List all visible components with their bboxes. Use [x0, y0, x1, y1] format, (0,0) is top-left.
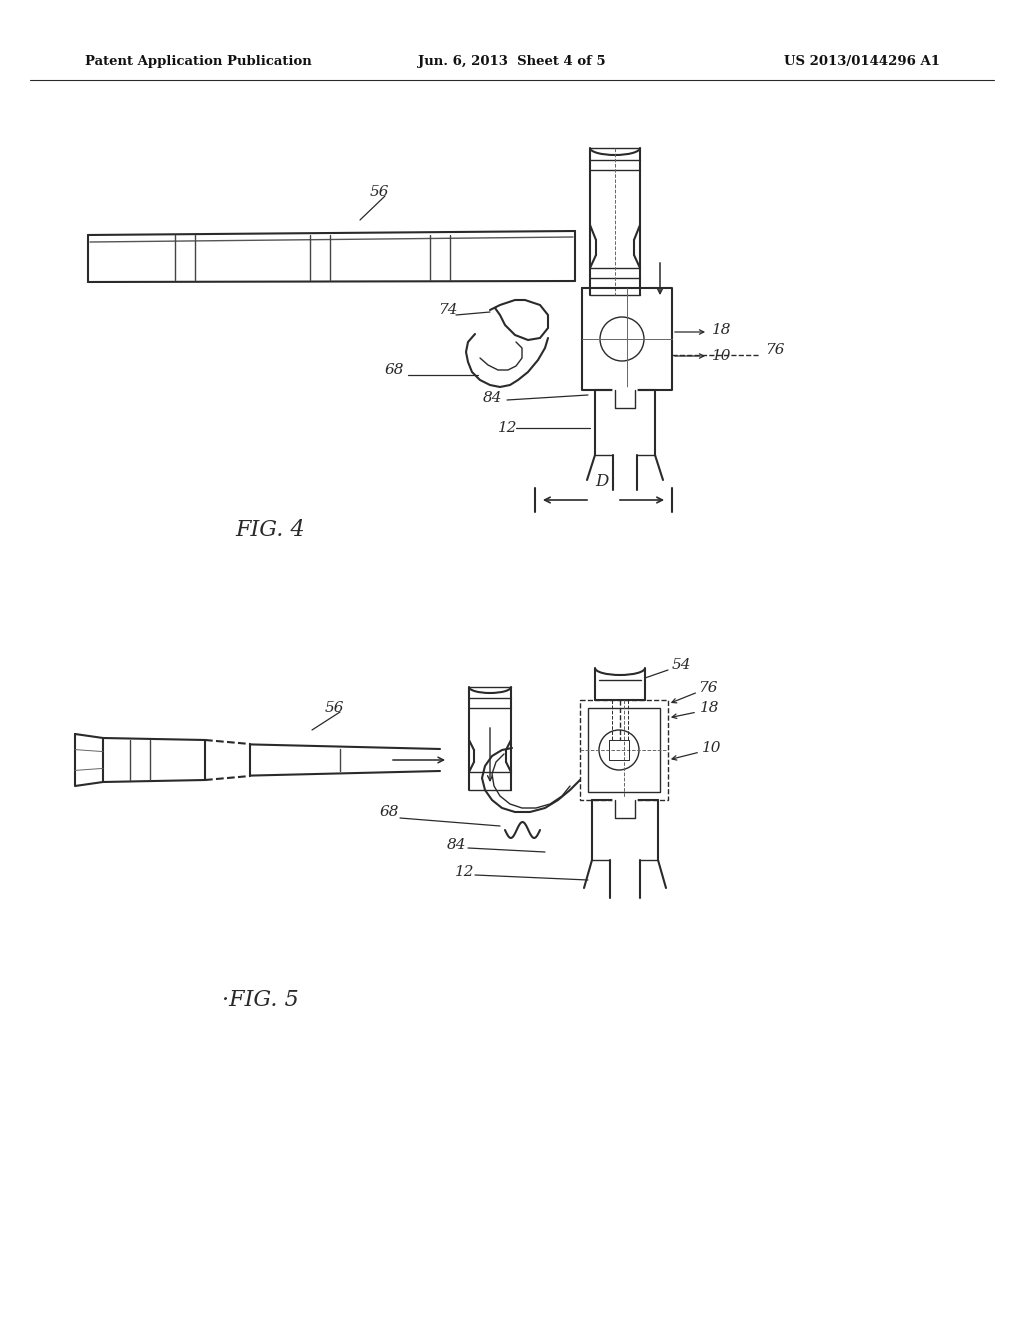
Text: 10: 10	[712, 348, 731, 363]
Text: 68: 68	[385, 363, 404, 378]
Text: 76: 76	[765, 343, 784, 356]
Text: 68: 68	[380, 805, 399, 818]
Text: 76: 76	[698, 681, 718, 696]
Text: 54: 54	[672, 657, 691, 672]
Text: US 2013/0144296 A1: US 2013/0144296 A1	[784, 55, 940, 69]
Text: 56: 56	[370, 185, 389, 199]
Text: 56: 56	[325, 701, 344, 715]
Text: 10: 10	[702, 741, 722, 755]
Text: 18: 18	[700, 701, 720, 715]
Text: Patent Application Publication: Patent Application Publication	[85, 55, 311, 69]
Text: FIG. 4: FIG. 4	[234, 519, 304, 541]
Text: D: D	[596, 474, 609, 491]
Text: Jun. 6, 2013  Sheet 4 of 5: Jun. 6, 2013 Sheet 4 of 5	[418, 55, 606, 69]
Text: 84: 84	[447, 838, 467, 851]
Text: 12: 12	[455, 865, 474, 879]
Text: ·FIG. 5: ·FIG. 5	[222, 989, 299, 1011]
Text: 18: 18	[712, 323, 731, 337]
Text: 74: 74	[438, 304, 458, 317]
Text: 12: 12	[498, 421, 517, 436]
Text: 84: 84	[483, 391, 503, 405]
